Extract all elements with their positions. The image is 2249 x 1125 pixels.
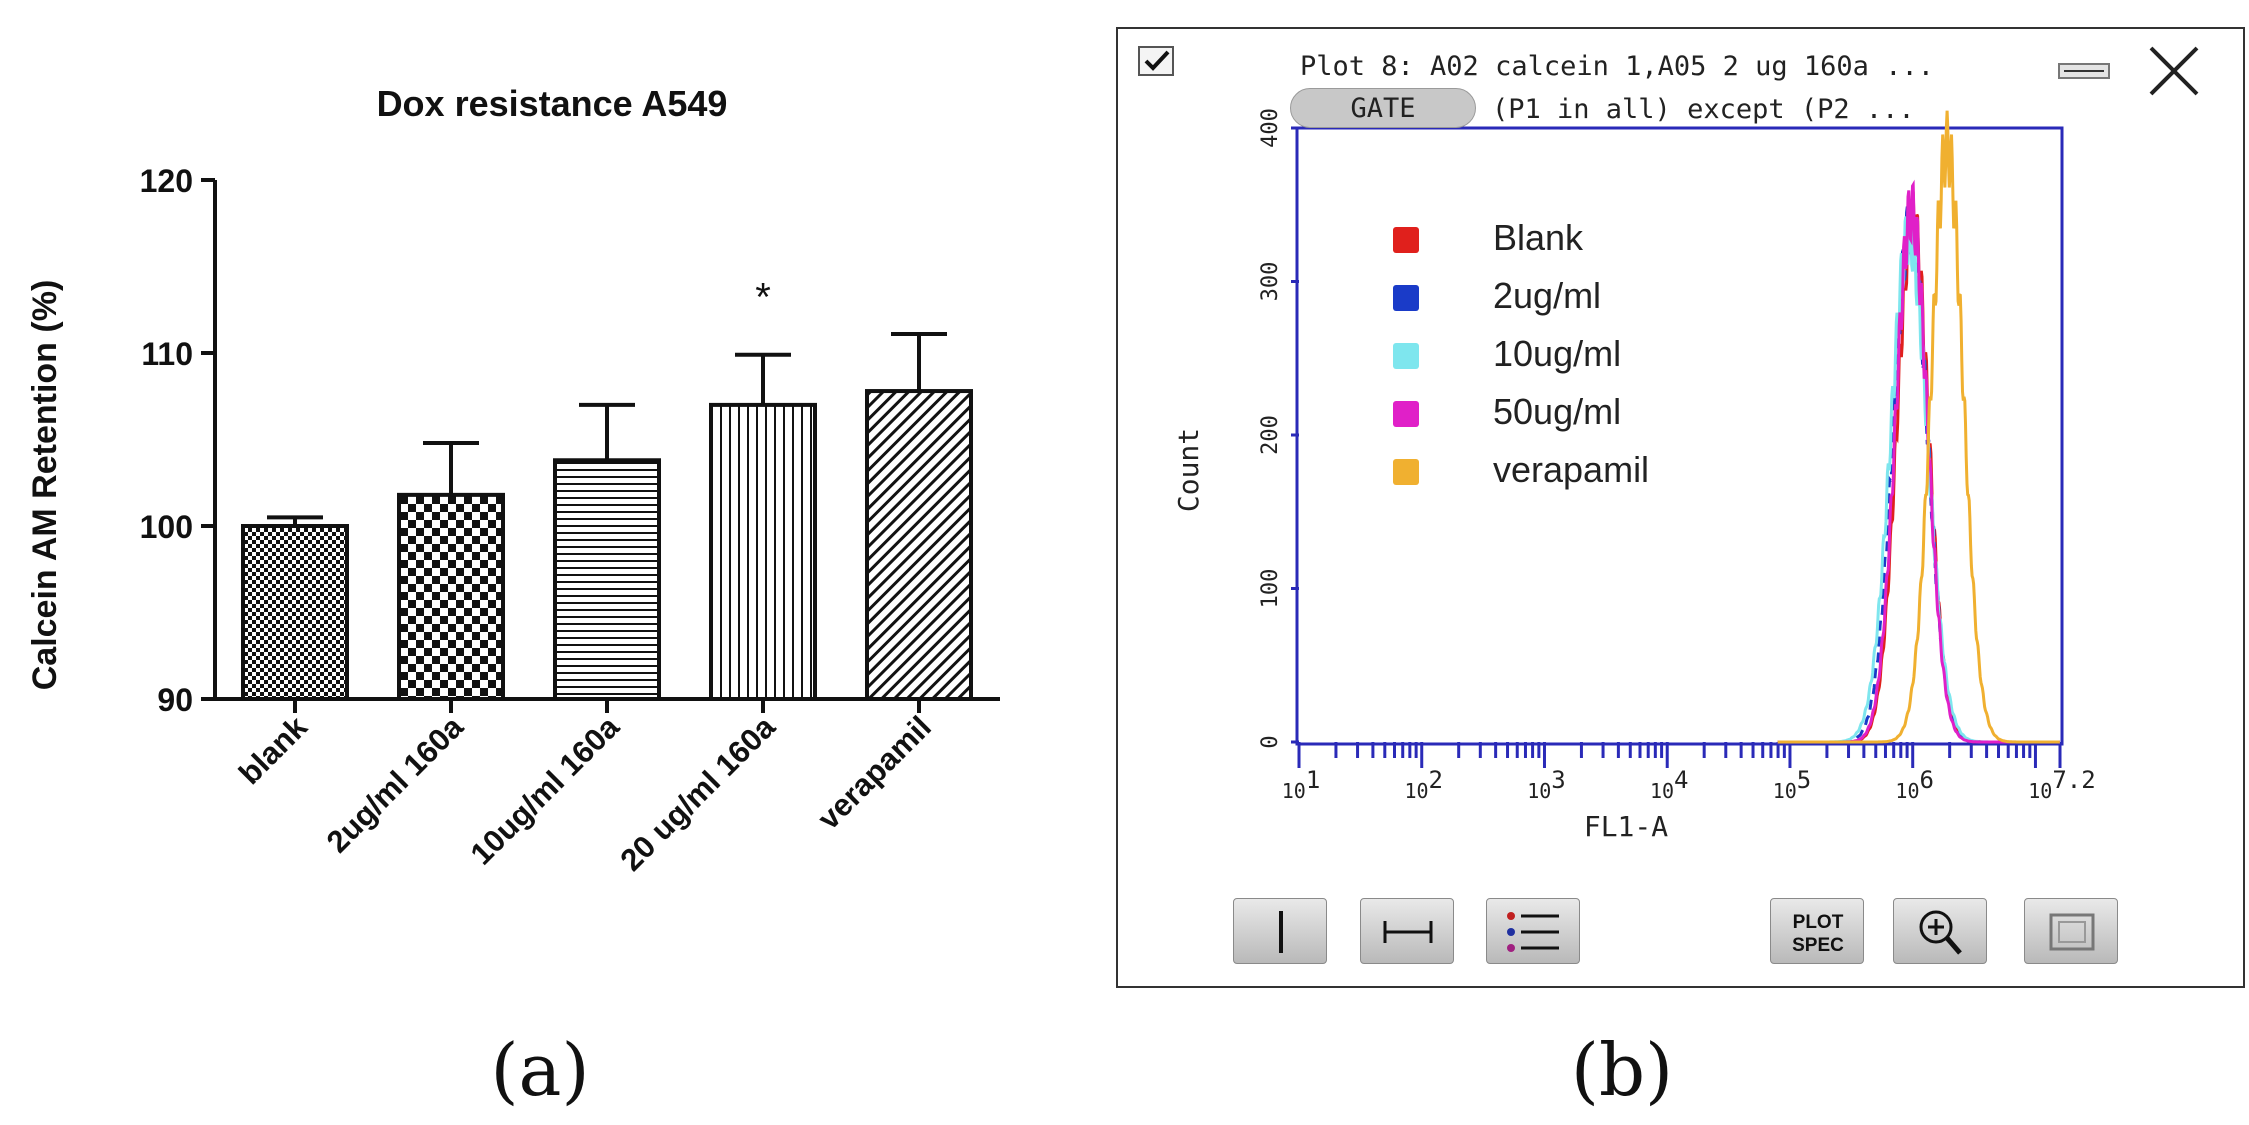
close-button[interactable]	[2145, 42, 2203, 100]
chart-b-y-tick-label: 200	[1258, 415, 1283, 455]
gate-badge[interactable]: GATE	[1290, 88, 1476, 128]
fit-view-button[interactable]	[2024, 898, 2118, 964]
chart-a-bar	[397, 492, 505, 701]
chart-b-y-tick-label: 0	[1258, 735, 1283, 748]
plot-spec-button[interactable]: PLOT SPEC	[1770, 898, 1864, 964]
chart-b-y-tick-label: 300	[1258, 262, 1283, 302]
chart-b-legend-swatch	[1393, 459, 1419, 485]
range-gate-button[interactable]	[1360, 898, 1454, 964]
chart-b-x-ticks: 101 102 103 104 105 106 107.2	[1282, 742, 2096, 803]
cytometry-plot-window: Plot 8: A02 calcein 1,A05 2 ug 160a ... …	[1116, 27, 2245, 988]
zoom-button[interactable]	[1893, 898, 1987, 964]
chart-b-x-tick-label: 102	[1404, 766, 1443, 803]
bar-chart-a: Dox resistance A549 Calcein AM Retention…	[26, 83, 1000, 878]
range-gate-icon	[1383, 921, 1433, 943]
window-title: Plot 8: A02 calcein 1,A05 2 ug 160a ...	[1300, 51, 1934, 82]
chart-a-bar	[865, 389, 973, 701]
chart-b-legend-label: 2ug/ml	[1493, 275, 1601, 316]
zoom-icon	[1919, 910, 1962, 955]
chart-b-legend-label: 10ug/ml	[1493, 333, 1621, 374]
select-checkbox[interactable]	[1138, 46, 1174, 76]
chart-a-x-tick-label: verapamil	[811, 709, 938, 836]
chart-a-y-tick-label: 100	[140, 509, 193, 545]
chart-a-y-tick-label: 120	[140, 163, 193, 199]
chart-a-bar	[709, 402, 817, 701]
chart-b-x-tick-label: 101	[1282, 766, 1321, 803]
panel-a-label: (a)	[490, 1028, 589, 1112]
chart-b-histogram-curves	[1777, 110, 2060, 744]
chart-b-y-tick-label: 100	[1258, 569, 1283, 609]
chart-b-x-tick-label: 107.2	[2028, 766, 2095, 803]
chart-a-title: Dox resistance A549	[377, 83, 728, 124]
chart-a-x-tick-label: 20 ug/ml 160a	[613, 709, 782, 878]
chart-a-bar	[553, 458, 661, 702]
chart-b-legend-label: verapamil	[1493, 449, 1649, 490]
chart-a-y-ticks: 90 100 110 120	[140, 163, 215, 718]
chart-b-legend-swatch	[1393, 285, 1419, 311]
chart-b-legend-label: 50ug/ml	[1493, 391, 1621, 432]
chart-a-y-tick-label: 90	[157, 682, 193, 718]
checkmark-icon	[1144, 50, 1170, 71]
chart-a-x-tick-label: 10ug/ml 160a	[464, 709, 627, 872]
chart-b-legend-swatch	[1393, 343, 1419, 369]
chart-b-x-tick-label: 105	[1773, 766, 1812, 803]
vertical-gate-icon	[1279, 911, 1283, 953]
chart-b-x-tick-label: 106	[1895, 766, 1934, 803]
chart-b-y-ticks: 0 100 200 300 400	[1258, 108, 1299, 749]
plot-spec-line-1: PLOT	[1793, 912, 1844, 933]
chart-a-bar	[241, 524, 349, 701]
chart-a-significance-marker: *	[755, 276, 771, 320]
fit-view-icon	[2049, 913, 2095, 951]
vertical-gate-button[interactable]	[1233, 898, 1327, 964]
chart-b-legend: Blank 2ug/ml 10ug/ml 50ug/ml verapamil	[1393, 217, 1649, 490]
chart-b-y-axis-label: Count	[1172, 428, 1205, 512]
chart-a-x-tick-label: 2ug/ml 160a	[320, 709, 471, 860]
plot-spec-label: PLOT SPEC	[1792, 912, 1844, 956]
chart-b-legend-swatch	[1393, 227, 1419, 253]
chart-b-legend-label: Blank	[1493, 217, 1584, 258]
chart-b-series-curve	[1777, 110, 2060, 744]
chart-a-x-tick-label: blank	[232, 709, 315, 792]
chart-b-x-tick-label: 103	[1527, 766, 1566, 803]
chart-b-y-tick-label: 400	[1258, 108, 1283, 148]
plot-area	[1295, 126, 2064, 746]
chart-b-x-axis-label: FL1-A	[1584, 810, 1668, 843]
chart-b-legend-swatch	[1393, 401, 1419, 427]
legend-list-button[interactable]	[1486, 898, 1580, 964]
plot-spec-line-2: SPEC	[1792, 935, 1844, 956]
legend-list-icon	[1507, 912, 1559, 952]
chart-a-y-tick-label: 110	[141, 336, 193, 372]
panel-b-label: (b)	[1571, 1028, 1673, 1112]
minimize-button[interactable]	[2058, 54, 2110, 84]
gate-expression: (P1 in all) except (P2 ...	[1492, 94, 1915, 125]
chart-a-bars: *	[241, 276, 973, 702]
chart-a-y-axis-label: Calcein AM Retention (%)	[26, 280, 64, 691]
chart-b-x-tick-label: 104	[1650, 766, 1689, 803]
